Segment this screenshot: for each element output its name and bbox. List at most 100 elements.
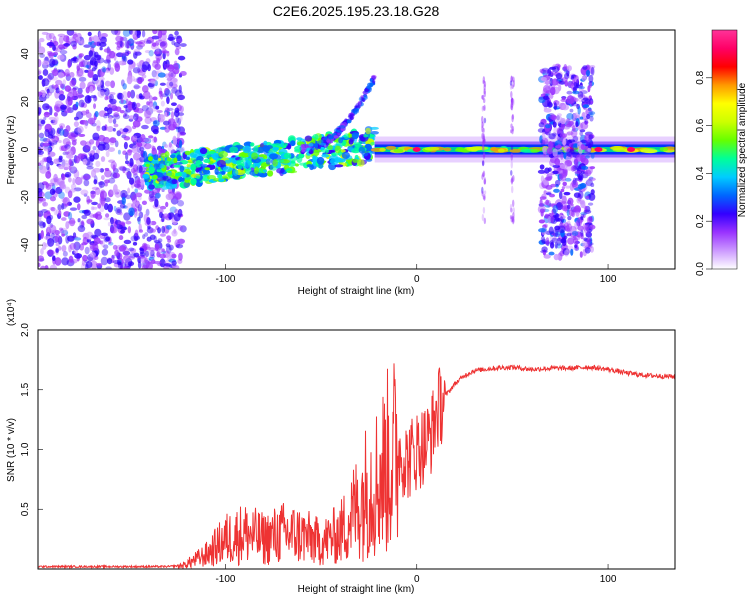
heatmap-cell <box>312 133 319 141</box>
heatmap-cell <box>176 132 181 138</box>
heatmap-cell <box>509 215 513 220</box>
heatmap-cell <box>160 100 165 107</box>
heatmap-cell <box>179 43 187 47</box>
heatmap-cell <box>553 188 560 193</box>
heatmap-cell <box>127 187 131 194</box>
heatmap-cell <box>80 39 85 46</box>
heatmap-cell <box>552 121 557 128</box>
heatmap-cell <box>482 121 485 127</box>
heatmap-cell <box>558 84 562 92</box>
heatmap-cell <box>567 237 575 245</box>
heatmap-cell <box>482 206 486 214</box>
heatmap-cell <box>49 106 53 116</box>
heatmap-cell <box>538 219 546 224</box>
heatmap-cell <box>60 217 67 221</box>
heatmap-cell <box>128 247 135 252</box>
heatmap-cell <box>150 80 155 84</box>
heatmap-cell <box>103 217 111 221</box>
heatmap-cell <box>135 212 141 216</box>
heatmap-cell <box>80 220 84 226</box>
heatmap-cell <box>510 103 514 108</box>
heatmap-cell <box>555 100 561 108</box>
heatmap-cell <box>550 86 556 96</box>
heatmap-cell <box>145 163 150 167</box>
heatmap-cell <box>510 145 514 151</box>
heatmap-cell <box>564 249 569 257</box>
heatmap-cell <box>572 207 581 213</box>
heatmap-cell <box>91 206 98 210</box>
heatmap-cell <box>199 147 208 155</box>
heatmap-cell <box>60 104 67 110</box>
heatmap-cell <box>41 242 47 250</box>
heatmap-cell <box>582 212 586 219</box>
heatmap-cell <box>58 210 62 217</box>
colorbar-tick-label: 0.8 <box>695 70 706 84</box>
heatmap-cell <box>585 108 593 116</box>
heatmap-cell <box>263 155 268 159</box>
heatmap-cell <box>101 125 107 131</box>
heatmap-cell <box>105 236 111 242</box>
heatmap-cell <box>39 137 48 142</box>
heatmap-cell <box>544 126 550 136</box>
heatmap-cell <box>85 260 93 269</box>
heatmap-cell <box>324 136 328 141</box>
heatmap-cell <box>176 123 180 128</box>
heatmap-cell <box>42 221 46 228</box>
heatmap-cell <box>61 245 67 252</box>
heatmap-cell <box>38 220 44 226</box>
heatmap-cell <box>541 238 546 245</box>
heatmap-cell <box>153 260 162 265</box>
heatmap-cell <box>481 121 484 129</box>
heatmap-cell <box>114 140 119 148</box>
heatmap-cell <box>104 197 111 203</box>
heatmap-cell <box>509 83 513 90</box>
heatmap-cell <box>53 208 57 216</box>
heatmap-cell <box>40 266 47 269</box>
heatmap-cell <box>38 58 42 68</box>
heatmap-cell <box>84 120 88 129</box>
heatmap-cell <box>146 101 150 106</box>
heatmap-cell <box>580 139 588 144</box>
heatmap-cell <box>103 114 108 119</box>
heatmap-cell <box>510 102 513 110</box>
heatmap-cell <box>175 115 179 124</box>
heatmap-cell <box>64 151 70 155</box>
heatmap-cell <box>47 237 55 247</box>
heatmap-cell <box>242 145 252 154</box>
heatmap-cell <box>565 185 571 189</box>
heatmap-cell <box>40 229 44 239</box>
heatmap-cell <box>320 149 329 153</box>
heatmap-cell <box>578 96 583 103</box>
heatmap-cell <box>75 111 84 120</box>
heatmap-cell <box>306 164 313 168</box>
heatmap-cell <box>553 126 558 136</box>
heatmap-cell <box>99 191 105 200</box>
heatmap-cell <box>72 90 79 96</box>
heatmap-cell <box>127 59 134 65</box>
heatmap-cell <box>554 158 561 166</box>
heatmap-cell <box>347 147 354 151</box>
heatmap-cell <box>179 115 183 122</box>
heatmap-cell <box>511 114 514 123</box>
heatmap-cell <box>61 159 68 163</box>
heatmap-cell <box>179 165 185 173</box>
heatmap-cell <box>588 134 594 140</box>
heatmap-cell <box>580 229 584 237</box>
heatmap-cell <box>51 135 60 143</box>
heatmap-cell <box>152 96 158 101</box>
heatmap-cell <box>101 174 105 181</box>
heatmap-cell <box>545 237 550 246</box>
heatmap-cell <box>587 143 592 149</box>
heatmap-cell <box>482 76 486 84</box>
heatmap-cell <box>545 185 553 190</box>
heatmap-cell <box>52 255 56 262</box>
colorbar-ticks: 0.0 0.2 0.4 0.6 0.8 <box>695 70 712 276</box>
heatmap-cell <box>232 169 239 177</box>
heatmap-cell <box>579 131 584 137</box>
heatmap-cell <box>135 94 140 99</box>
heatmap-cell <box>134 229 139 237</box>
heatmap-cell <box>79 120 88 125</box>
spectrogram-y-tick-label: 40 <box>20 48 31 60</box>
heatmap-cell <box>366 85 372 90</box>
heatmap-cell <box>214 167 219 175</box>
